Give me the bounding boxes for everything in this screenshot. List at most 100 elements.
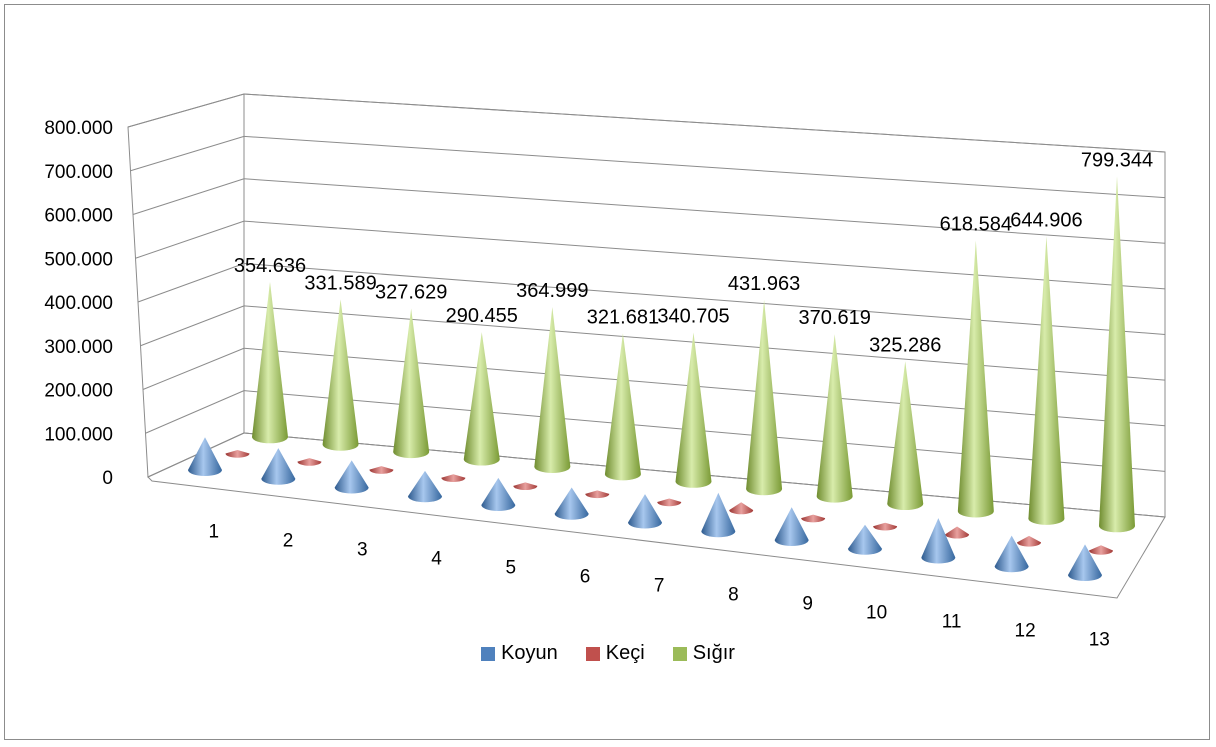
y-axis: 0 100.000 200.000 300.000 400.000 500.000 600.… [44,93,1166,518]
gridline-side [130,135,245,172]
cone-sığır-2 [322,299,359,451]
cone-mark [994,535,1029,573]
cone-mark [393,308,430,459]
y-tick-label: 0 [102,468,113,489]
cone-sığır-3 [393,308,430,459]
cone-keçi-10 [873,522,898,531]
cone-mark [334,460,369,494]
gridline [243,305,1166,381]
cone-mark [554,487,589,520]
x-tick-label: 13 [1089,630,1110,651]
cone-mark [261,448,296,485]
cone-keçi-13 [1089,545,1113,555]
cone-mark [887,361,924,511]
x-tick-label: 12 [1015,621,1036,642]
cone-koyun-7 [628,494,662,529]
cone-mark [957,240,994,518]
x-tick-label: 2 [283,531,294,552]
legend-item-koyun: Koyun [481,642,558,665]
gridline-side [127,93,245,128]
gridline-side [145,390,245,434]
cone-koyun-9 [774,507,809,546]
cone-koyun-4 [408,470,442,503]
cone-sığır-1 [252,281,288,444]
y-tick-label: 600.000 [44,206,113,227]
cone-mark [801,514,826,523]
cone-mark [513,482,538,491]
x-tick-label: 9 [802,594,813,615]
cone-mark [441,474,466,482]
y-tick-label: 500.000 [44,249,113,270]
gridline [243,93,1166,153]
data-label: 618.584 [940,214,1012,236]
cone-mark [1089,545,1113,555]
data-label: 370.619 [799,307,871,329]
cone-keçi-2 [297,458,322,466]
cone-mark [1099,176,1135,533]
x-tick-label: 5 [505,558,516,579]
cone-mark [628,494,662,529]
gridline [243,220,1166,290]
gridline-side [135,220,245,259]
cone-keçi-5 [513,482,538,491]
cone-mark [604,333,641,481]
data-label: 325.286 [869,334,941,356]
cone-mark [729,502,754,515]
cone-mark [297,458,322,466]
x-tick-label: 6 [580,567,591,588]
cone-keçi-11 [945,526,970,539]
legend-label: Sığır [692,642,735,664]
cone-sığır-10 [887,361,924,511]
x-axis: 1 2 3 4 5 6 7 8 9 10 11 12 13 [209,522,1110,651]
gridline-side [140,305,245,347]
y-tick-label: 100.000 [44,424,113,445]
cone-mark [701,492,736,538]
cone-koyun-6 [554,487,589,520]
cone-keçi-6 [585,490,610,499]
cone-koyun-11 [921,518,956,564]
cone-mark [945,526,970,539]
gridline-side [142,347,245,390]
cone-sığır-5 [534,306,571,473]
legend-swatch [481,646,496,661]
cone-mark [585,490,610,499]
y-tick-label: 800.000 [44,118,113,139]
cone-keçi-8 [729,502,754,515]
cone-mark [225,450,250,458]
cone-mark [369,466,394,474]
gridline [243,347,1166,427]
cone-keçi-4 [441,474,466,482]
cone-mark [816,334,853,503]
cone-mark [774,507,809,546]
cone-mark [848,524,882,555]
data-label: 431.963 [728,273,800,295]
cone-sığır-11 [957,240,994,518]
cone-mark [873,522,898,531]
cone-koyun-2 [261,448,296,485]
cone-mark [1028,236,1065,525]
cone-sığır-6 [604,333,641,481]
gridline [243,178,1166,244]
cone-mark [252,281,288,444]
x-tick-label: 10 [866,603,887,624]
cone-koyun-12 [994,535,1029,573]
cone-sığır-12 [1028,236,1065,525]
gridline-side [132,178,245,215]
cone-mark [463,332,500,466]
data-label: 331.589 [304,272,376,294]
data-label: 321.681 [587,306,659,328]
cone-mark [1017,535,1042,547]
cone-mark [188,437,222,476]
y-tick-label: 200.000 [44,381,113,402]
data-label: 799.344 [1081,149,1153,171]
cone-mark [675,332,712,488]
x-tick-label: 11 [942,612,962,633]
data-label: 364.999 [516,280,588,302]
cone-mark [657,498,682,507]
y-tick-label: 300.000 [44,337,113,358]
data-label: 354.636 [234,255,306,277]
cone-sığır-8 [746,299,783,496]
gridline [243,135,1166,199]
cone-keçi-9 [801,514,826,523]
